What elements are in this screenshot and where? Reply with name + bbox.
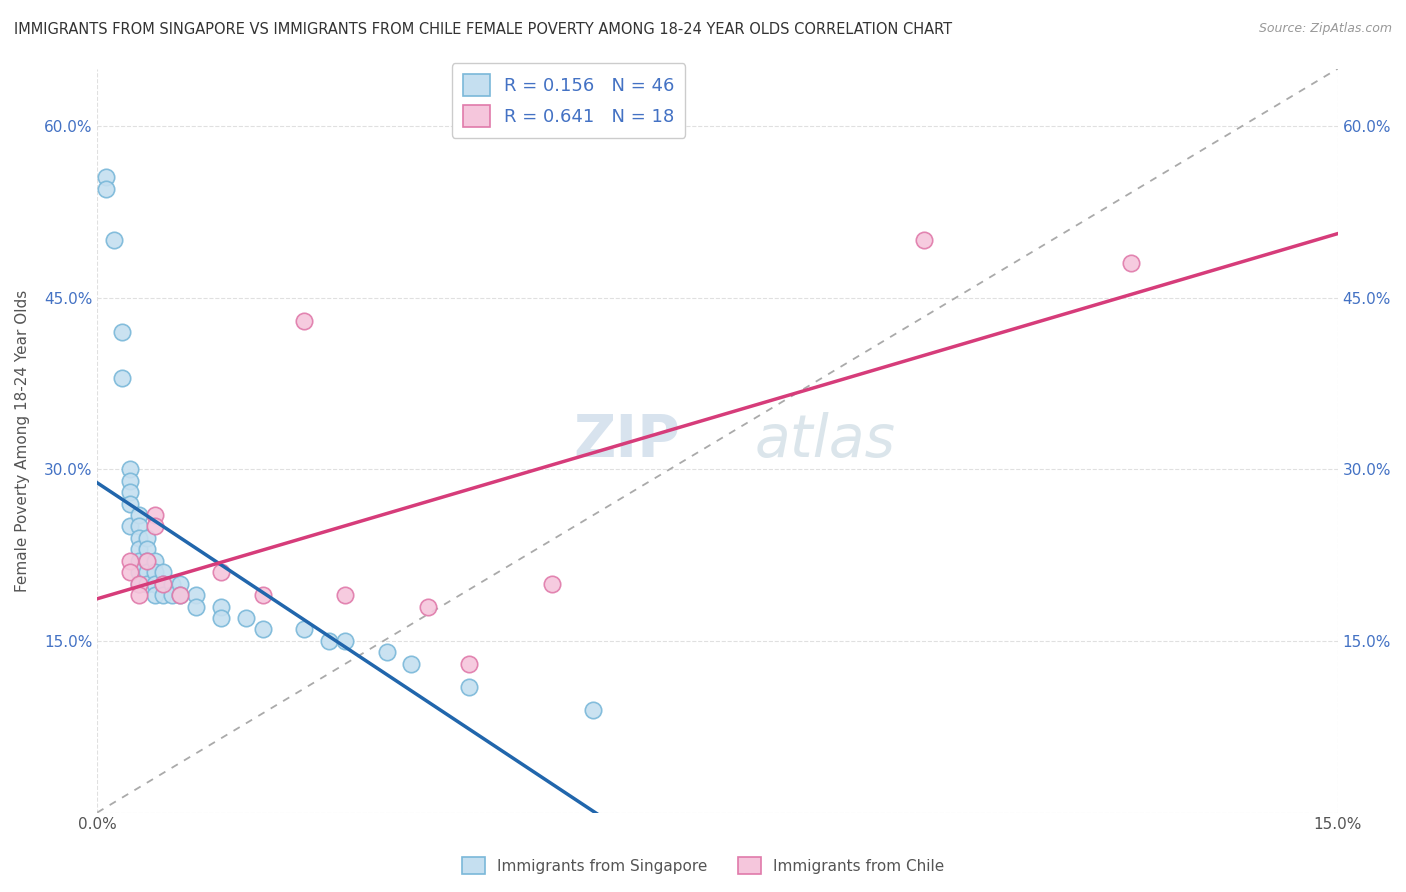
Point xyxy=(335,588,357,602)
Point xyxy=(111,325,134,339)
Point xyxy=(209,611,232,625)
Point xyxy=(209,599,232,614)
Point xyxy=(152,576,174,591)
Point xyxy=(375,645,398,659)
Point xyxy=(235,611,257,625)
Point xyxy=(169,588,191,602)
Point xyxy=(541,576,564,591)
Point xyxy=(335,633,357,648)
Point xyxy=(135,554,157,568)
Text: Source: ZipAtlas.com: Source: ZipAtlas.com xyxy=(1258,22,1392,36)
Point xyxy=(128,508,150,522)
Point xyxy=(401,657,423,671)
Point xyxy=(128,576,150,591)
Point xyxy=(209,566,232,580)
Point xyxy=(135,542,157,557)
Point xyxy=(582,702,605,716)
Point xyxy=(143,576,166,591)
Point xyxy=(94,170,117,185)
Point xyxy=(135,554,157,568)
Text: IMMIGRANTS FROM SINGAPORE VS IMMIGRANTS FROM CHILE FEMALE POVERTY AMONG 18-24 YE: IMMIGRANTS FROM SINGAPORE VS IMMIGRANTS … xyxy=(14,22,952,37)
Point xyxy=(912,234,935,248)
Text: ZIP: ZIP xyxy=(574,412,681,469)
Text: atlas: atlas xyxy=(755,412,896,469)
Point xyxy=(135,576,157,591)
Point xyxy=(292,623,315,637)
Point xyxy=(186,599,208,614)
Point xyxy=(143,508,166,522)
Point xyxy=(135,566,157,580)
Point xyxy=(120,554,142,568)
Point xyxy=(1119,256,1142,270)
Point xyxy=(292,313,315,327)
Point xyxy=(120,519,142,533)
Point xyxy=(318,633,340,648)
Point xyxy=(416,599,439,614)
Point xyxy=(120,497,142,511)
Legend: Immigrants from Singapore, Immigrants from Chile: Immigrants from Singapore, Immigrants fr… xyxy=(456,851,950,880)
Point xyxy=(186,588,208,602)
Point xyxy=(94,182,117,196)
Point xyxy=(128,566,150,580)
Point xyxy=(143,519,166,533)
Point xyxy=(160,576,183,591)
Point xyxy=(111,370,134,384)
Point xyxy=(135,531,157,545)
Point xyxy=(252,588,274,602)
Point xyxy=(160,588,183,602)
Point xyxy=(128,519,150,533)
Point xyxy=(152,588,174,602)
Point xyxy=(103,234,125,248)
Y-axis label: Female Poverty Among 18-24 Year Olds: Female Poverty Among 18-24 Year Olds xyxy=(15,290,30,591)
Point xyxy=(169,588,191,602)
Point xyxy=(458,680,481,694)
Point xyxy=(120,474,142,488)
Point xyxy=(458,657,481,671)
Point xyxy=(152,566,174,580)
Point xyxy=(120,566,142,580)
Point xyxy=(252,623,274,637)
Legend: R = 0.156   N = 46, R = 0.641   N = 18: R = 0.156 N = 46, R = 0.641 N = 18 xyxy=(451,63,685,137)
Point xyxy=(143,566,166,580)
Point xyxy=(128,542,150,557)
Point xyxy=(143,588,166,602)
Point xyxy=(128,554,150,568)
Point xyxy=(128,531,150,545)
Point xyxy=(120,485,142,500)
Point xyxy=(143,554,166,568)
Point xyxy=(152,576,174,591)
Point xyxy=(120,462,142,476)
Point xyxy=(169,576,191,591)
Point xyxy=(128,588,150,602)
Point xyxy=(128,576,150,591)
